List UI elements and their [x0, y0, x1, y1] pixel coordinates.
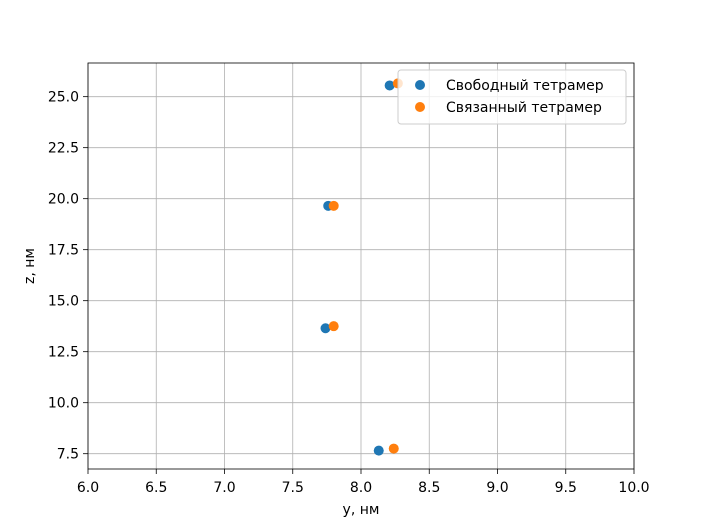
plot-frame [87, 62, 635, 470]
y-tick-label: 7.5 [57, 447, 79, 463]
legend-marker-series-2 [415, 102, 425, 112]
x-tick-label: 7.0 [213, 480, 235, 496]
y-axis-label: z, нм [22, 248, 38, 284]
x-tick-label: 6.0 [77, 480, 99, 496]
data-point-series-1 [384, 80, 395, 91]
data-point-series-1 [320, 323, 331, 334]
x-tick-label: 7.5 [282, 480, 304, 496]
data-point-series-1 [373, 445, 384, 456]
x-tick-label: 6.5 [145, 480, 167, 496]
legend: Свободный тетрамер Связанный тетрамер [397, 69, 627, 125]
y-tick-label: 25.0 [48, 90, 79, 106]
y-tick-label: 22.5 [48, 141, 79, 157]
x-tick-label: 9.5 [555, 480, 577, 496]
data-point-series-2 [328, 200, 339, 211]
x-tick-label: 9.0 [486, 480, 508, 496]
axes: 6.0 6.5 7.0 7.5 8.0 8.5 9.0 9.5 10.0 7.5 10.0 12.5 1… [48, 62, 650, 496]
data-point-series-2 [328, 321, 339, 332]
legend-label-series-2: Связанный тетрамер [446, 100, 602, 116]
legend-label-series-1: Свободный тетрамер [446, 78, 604, 94]
x-axis-label: y, нм [343, 502, 380, 518]
y-tick-label: 10.0 [48, 396, 79, 412]
y-tick-label: 15.0 [48, 294, 79, 310]
y-tick-label: 17.5 [48, 243, 79, 259]
data-point-series-2 [388, 443, 399, 454]
legend-marker-series-1 [415, 80, 425, 90]
x-tick-label: 10.0 [618, 480, 649, 496]
x-tick-label: 8.5 [418, 480, 440, 496]
legend-box [397, 69, 627, 125]
y-tick-label: 12.5 [48, 345, 79, 361]
x-tick-label: 8.0 [350, 480, 372, 496]
y-tick-label: 20.0 [48, 192, 79, 208]
